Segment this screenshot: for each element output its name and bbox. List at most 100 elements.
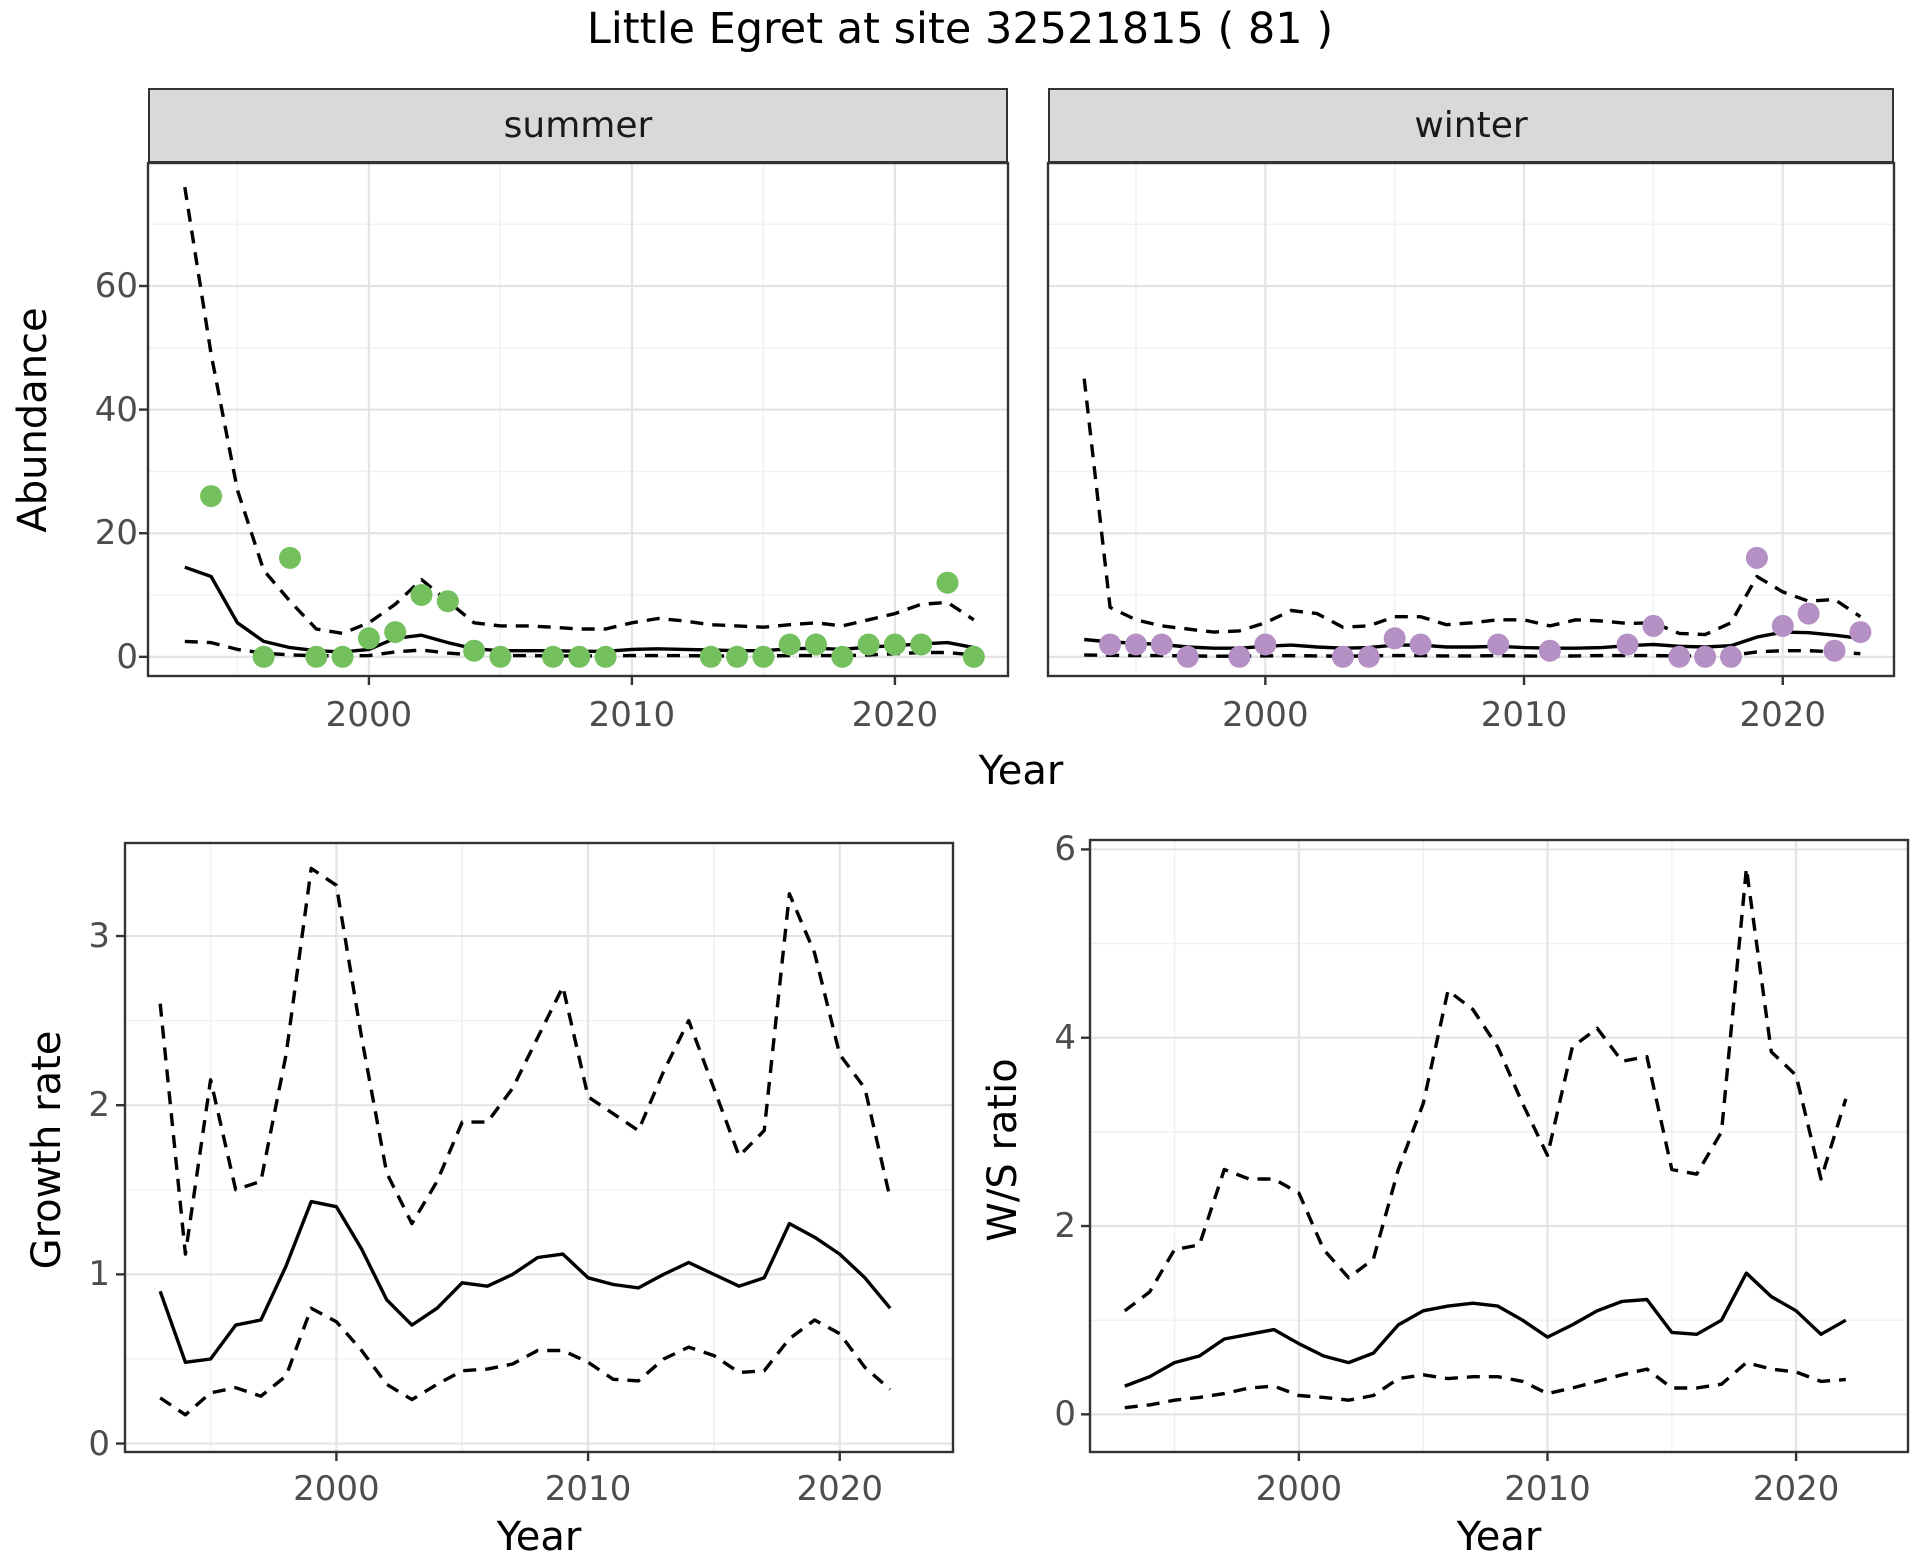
series-upper_ci-line	[1123, 866, 1848, 1313]
y-tick-label: 0	[88, 1423, 110, 1464]
series-lower_ci-line	[1124, 1360, 1846, 1410]
y-axis-title-growth-rate: Growth rate	[24, 1030, 70, 1270]
data-point-winter	[1125, 633, 1147, 656]
data-point-winter	[1771, 614, 1794, 637]
y-tick-label: 2	[1054, 1206, 1076, 1247]
x-tick-label: 2020	[1752, 1469, 1840, 1509]
data-point-summer	[910, 633, 933, 656]
x-tick-label: 2010	[544, 1469, 632, 1509]
data-point-summer	[778, 633, 801, 656]
panel-border	[123, 841, 955, 1454]
y-tick-label: 6	[1054, 829, 1076, 870]
data-point-summer	[936, 571, 959, 594]
x-axis-title-year-ws: Year	[1456, 1514, 1542, 1560]
data-point-summer	[726, 645, 749, 668]
data-point-summer	[357, 627, 380, 650]
series-mean-line	[158, 1199, 892, 1365]
y-tick-label: 20	[94, 513, 138, 554]
series-lower_ci-line	[159, 1306, 892, 1417]
data-point-winter	[1176, 645, 1199, 668]
x-tick-label: 2010	[1480, 695, 1568, 735]
series-upper_ci-line	[1082, 378, 1862, 637]
data-point-winter	[1331, 645, 1354, 668]
data-point-summer	[962, 645, 985, 668]
series-upper_ci-line	[158, 866, 892, 1256]
data-point-winter	[1228, 645, 1251, 668]
x-tick-label: 2000	[1222, 695, 1309, 735]
data-point-winter	[1668, 645, 1691, 668]
data-point-winter	[1357, 645, 1380, 668]
data-point-winter	[1538, 639, 1561, 662]
series-lower_ci-line	[1084, 649, 1861, 658]
data-point-summer	[857, 633, 880, 656]
x-tick-label: 2000	[1255, 1469, 1343, 1509]
data-point-summer	[568, 645, 591, 668]
data-point-winter	[1745, 546, 1768, 569]
x-tick-label: 2010	[588, 695, 676, 735]
y-tick-label: 3	[88, 916, 110, 957]
x-tick-label: 2020	[796, 1469, 883, 1509]
data-point-summer	[463, 639, 486, 662]
data-point-summer	[384, 621, 407, 644]
data-point-summer	[542, 645, 564, 668]
x-axis-title-year-growth: Year	[496, 1514, 582, 1560]
series-mean-line	[1084, 630, 1861, 650]
facet-strip-summer: summer	[148, 88, 1008, 163]
x-axis-title-year-top: Year	[978, 748, 1064, 794]
x-tick-label: 2020	[851, 695, 939, 735]
data-point-winter	[1383, 627, 1406, 650]
data-point-winter	[1642, 614, 1665, 637]
data-point-summer	[831, 645, 854, 668]
facet-strip-summer-label: summer	[503, 105, 653, 146]
data-point-winter	[1409, 633, 1432, 656]
panel-abundance-summer	[139, 161, 1010, 685]
y-tick-label: 0	[116, 636, 138, 677]
data-point-summer	[805, 633, 827, 656]
facet-strip-winter-label: winter	[1414, 105, 1528, 146]
data-point-winter	[1099, 633, 1122, 656]
data-point-summer	[883, 633, 906, 656]
data-point-winter	[1487, 633, 1510, 656]
panel-border	[1088, 838, 1910, 1454]
data-point-winter	[1254, 633, 1277, 656]
data-point-summer	[252, 645, 275, 668]
series-upper_ci-line	[183, 186, 975, 636]
data-point-summer	[305, 645, 328, 668]
data-point-winter	[1720, 645, 1742, 668]
x-tick-label: 2000	[293, 1469, 380, 1509]
data-point-winter	[1694, 645, 1717, 668]
panel-border	[1046, 161, 1896, 678]
data-point-winter	[1823, 639, 1846, 662]
data-point-summer	[752, 645, 775, 668]
data-point-summer	[200, 485, 223, 508]
y-tick-label: 1	[88, 1254, 110, 1295]
data-point-summer	[331, 645, 354, 668]
series-mean-line	[1124, 1271, 1847, 1388]
data-point-summer	[436, 590, 459, 613]
y-tick-label: 40	[94, 389, 138, 430]
data-point-summer	[594, 645, 617, 668]
data-point-summer	[279, 546, 301, 569]
y-tick-label: 60	[94, 265, 138, 306]
panel-abundance-winter	[1046, 161, 1896, 685]
data-point-summer	[410, 584, 433, 606]
facet-strip-winter: winter	[1048, 88, 1894, 163]
panel-ws-ratio	[1081, 838, 1910, 1461]
y-axis-title-ws-ratio: W/S ratio	[980, 1058, 1026, 1242]
data-point-winter	[1797, 602, 1820, 625]
data-point-winter	[1849, 621, 1872, 644]
series-mean-line	[184, 565, 975, 654]
data-point-winter	[1150, 633, 1173, 656]
data-point-summer	[699, 645, 722, 668]
page-title: Little Egret at site 32521815 ( 81 )	[586, 4, 1334, 54]
y-tick-label: 4	[1054, 1017, 1076, 1058]
data-point-winter	[1616, 633, 1639, 656]
x-tick-label: 2010	[1504, 1469, 1591, 1509]
y-tick-label: 0	[1054, 1394, 1076, 1435]
y-tick-label: 2	[88, 1085, 110, 1126]
x-tick-label: 2000	[325, 695, 413, 735]
data-point-summer	[489, 645, 512, 668]
panel-growth-rate	[116, 841, 955, 1461]
